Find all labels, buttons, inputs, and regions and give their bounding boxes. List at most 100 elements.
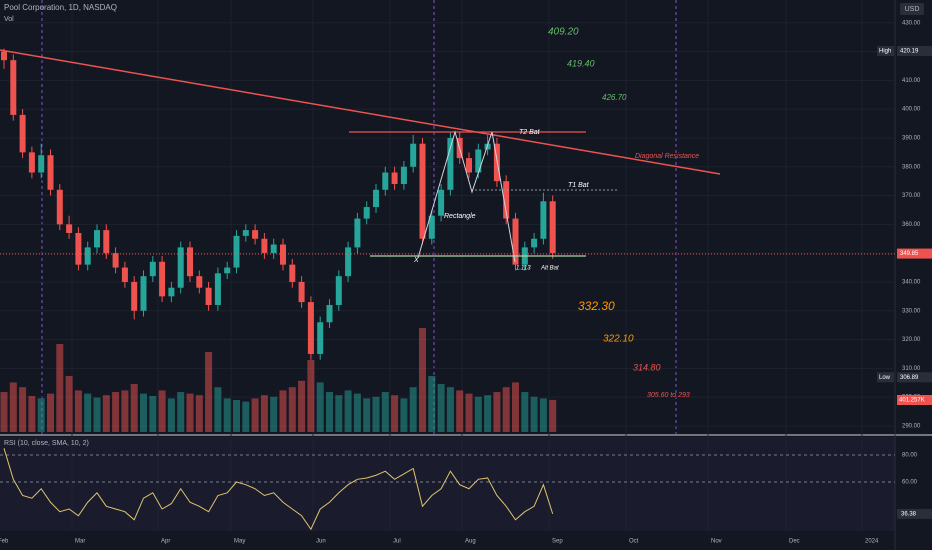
candle-body [10,60,17,115]
volume-bar [326,392,333,432]
label: Alt Bat [540,266,559,272]
price-tag [897,372,932,383]
candle-body [512,218,519,265]
candle-body [447,137,454,190]
volume-bar [19,387,27,432]
volume-bar [0,392,8,432]
volume-bar [419,328,426,432]
month-label: Aug [465,539,476,545]
volume-bar [37,398,45,432]
volume-bar [177,392,185,432]
volume-bar [428,376,436,432]
volume-bar [186,393,194,432]
candle-body [531,238,538,248]
candle-body [400,166,407,185]
price-tag [897,46,932,56]
month-label: Dec [789,539,800,545]
volume-bar [381,392,389,432]
volume-bar [214,387,222,432]
volume-bar [539,398,547,432]
price-tick-label: 400.00 [902,107,921,113]
candle-body [224,267,231,274]
downside-target: 332.30 [578,299,615,313]
rsi-tick-label: 80.00 [902,453,918,459]
volume-bar [502,387,510,432]
candle-body [252,230,259,239]
candle-body [354,218,361,248]
month-label: Oct [629,539,639,545]
volume-bar [9,382,17,432]
candle-body [270,244,277,254]
label: T2 Bat [519,129,541,136]
price-tick-label: 320.00 [902,337,921,343]
candle-body [28,152,35,173]
candle-body [438,189,445,216]
candle-body [391,172,398,185]
candle-body [149,261,156,277]
volume-bar [437,384,445,432]
volume-bar [465,393,473,432]
volume-bar [353,393,361,432]
candle-body [335,276,342,305]
price-tick-label: 410.00 [902,78,921,84]
volume-bar [195,395,203,432]
price-tag [897,248,932,259]
volume-bar [56,344,64,432]
candle-body [261,238,268,254]
month-label: Jun [316,539,326,545]
candle-body [140,276,147,311]
price-tag-text: 420.19 [900,49,919,55]
candle-body [38,155,45,173]
volume-bar [158,390,166,432]
volume-bar [47,393,54,432]
price-tick-label: 370.00 [902,193,921,199]
label: X [413,257,419,264]
volume-tag [897,395,932,405]
candle-body [345,247,352,277]
candle-body [214,273,221,305]
candle-body [242,230,249,236]
candle-body [84,247,91,265]
rsi-pane [0,437,895,531]
downside-target: 322.10 [603,334,634,345]
volume-bar [446,387,454,432]
candle-body [47,155,54,190]
month-label: Nov [711,539,722,545]
currency: USD [905,6,920,13]
candle-body [1,51,7,61]
month-label: Feb [0,539,9,545]
label: 1.113 [516,266,531,272]
candle-body [373,189,379,208]
volume-bar [474,396,482,432]
label: Diagonal Resistance [635,153,699,160]
candle-body [205,287,212,305]
currency-box [900,3,924,15]
volume-bar [65,376,73,432]
volume-bar [456,390,464,432]
volume-bar [484,395,492,432]
candle-body [382,172,389,190]
high-box [877,46,894,56]
month-label: Mar [75,539,85,545]
month-label: 2024 [865,539,879,545]
label: T1 Bat [568,182,590,189]
volume-bar [242,401,250,432]
candle-body [466,158,472,173]
volume-bar [130,384,138,432]
rsi-last: 36.38 [901,511,917,517]
candle-body [112,253,119,268]
candle-body [503,181,510,219]
candle-body [307,302,314,354]
volume-bar [28,396,36,432]
volume-bar [223,398,231,432]
rsi-line [3,448,554,531]
volume-bar [521,392,529,432]
volume-tag-text: 401.257K [899,398,925,404]
volume-bar [279,390,287,432]
candle-body [298,281,305,303]
candle-body [121,267,128,282]
volume-bar [140,393,147,432]
price-tick-label: 330.00 [902,308,921,314]
